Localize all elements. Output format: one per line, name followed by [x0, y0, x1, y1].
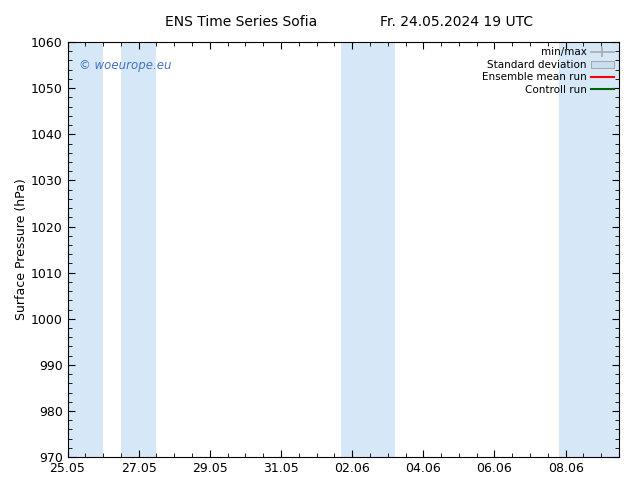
Y-axis label: Surface Pressure (hPa): Surface Pressure (hPa) [15, 179, 28, 320]
Bar [67, 42, 103, 457]
Legend: min/max, Standard deviation, Ensemble mean run, Controll run: min/max, Standard deviation, Ensemble me… [480, 45, 616, 97]
Bar [342, 42, 395, 457]
Bar [559, 42, 619, 457]
Bar [121, 42, 157, 457]
Text: © woeurope.eu: © woeurope.eu [79, 59, 171, 72]
Text: ENS Time Series Sofia: ENS Time Series Sofia [165, 15, 317, 29]
Text: Fr. 24.05.2024 19 UTC: Fr. 24.05.2024 19 UTC [380, 15, 533, 29]
